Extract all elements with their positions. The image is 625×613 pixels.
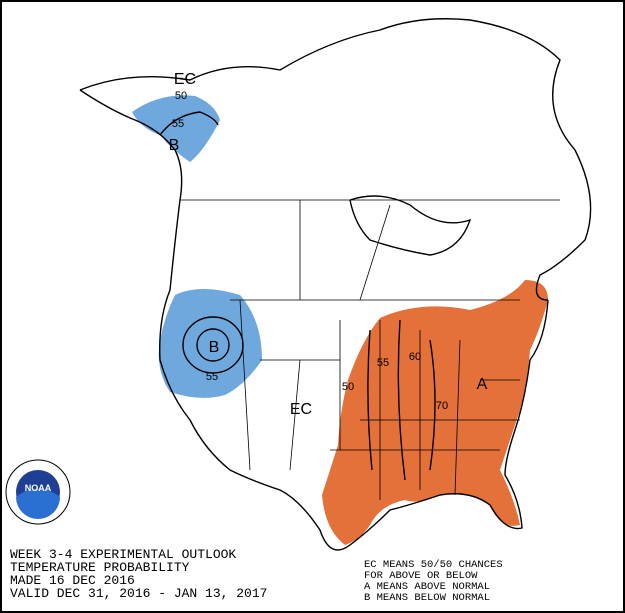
map-label: B: [209, 339, 220, 356]
info-line: VALID DEC 31, 2016 - JAN 13, 2017: [10, 586, 267, 601]
map-label: 55: [172, 118, 184, 130]
contour: [196, 328, 230, 362]
contour: [182, 316, 244, 374]
map-label: 55: [206, 371, 218, 383]
map-label: 55: [377, 357, 389, 369]
coastline: [349, 195, 472, 256]
info-line: WEEK 3-4 EXPERIMENTAL OUTLOOK: [10, 547, 236, 562]
legend-line: A MEANS ABOVE NORMAL: [364, 581, 490, 593]
legend-box: [360, 556, 622, 610]
map-label: 50: [175, 90, 187, 102]
contour: [159, 111, 219, 136]
map-label: EC: [174, 71, 196, 88]
legend-line: EC MEANS 50/50 CHANCES: [364, 559, 503, 571]
info-line: TEMPERATURE PROBABILITY: [10, 560, 190, 575]
boundary: [180, 199, 560, 500]
logo-wave: [16, 488, 60, 519]
map-label: B: [169, 137, 180, 154]
map-label: A: [477, 376, 488, 393]
below-normal-region: [158, 289, 262, 398]
legend-line: B MEANS BELOW NORMAL: [364, 592, 490, 604]
map-label: 50: [342, 381, 354, 393]
legend-line: FOR ABOVE OR BELOW: [364, 570, 478, 582]
logo-text: NOAA: [25, 483, 52, 493]
map-label: EC: [290, 401, 312, 418]
info-line: MADE 16 DEC 2016: [10, 573, 135, 588]
coastline: [79, 18, 592, 551]
map-label: 70: [436, 400, 448, 412]
map-label: 60: [409, 351, 421, 363]
contour: [367, 319, 436, 481]
